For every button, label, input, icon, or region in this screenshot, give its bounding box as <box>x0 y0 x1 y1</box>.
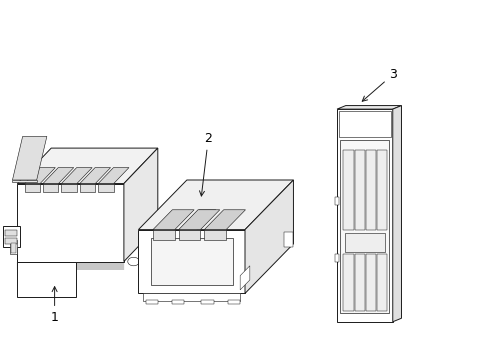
Polygon shape <box>124 148 158 261</box>
Polygon shape <box>24 184 40 192</box>
Polygon shape <box>138 180 294 230</box>
Polygon shape <box>80 184 96 192</box>
Polygon shape <box>179 210 220 230</box>
Polygon shape <box>43 168 74 184</box>
Polygon shape <box>201 300 214 304</box>
Polygon shape <box>377 254 387 311</box>
Polygon shape <box>61 168 92 184</box>
Polygon shape <box>80 168 111 184</box>
Polygon shape <box>228 300 240 304</box>
Polygon shape <box>5 238 17 244</box>
Polygon shape <box>12 136 47 180</box>
Polygon shape <box>5 230 17 236</box>
Polygon shape <box>153 210 194 230</box>
Polygon shape <box>143 293 240 301</box>
Text: 3: 3 <box>362 68 397 101</box>
Polygon shape <box>366 150 376 230</box>
Polygon shape <box>138 230 245 293</box>
Polygon shape <box>354 150 365 230</box>
Polygon shape <box>284 233 294 247</box>
Polygon shape <box>17 184 124 261</box>
Polygon shape <box>180 210 216 230</box>
Polygon shape <box>341 140 390 313</box>
Polygon shape <box>343 254 354 311</box>
Polygon shape <box>245 180 294 293</box>
Text: 1: 1 <box>50 287 58 324</box>
Text: 2: 2 <box>199 131 212 196</box>
Polygon shape <box>150 238 233 284</box>
Polygon shape <box>153 230 175 240</box>
Polygon shape <box>146 300 158 304</box>
Polygon shape <box>204 210 245 230</box>
Polygon shape <box>366 254 376 311</box>
Polygon shape <box>43 184 58 192</box>
Polygon shape <box>61 184 77 192</box>
Polygon shape <box>98 168 129 184</box>
Polygon shape <box>337 105 401 109</box>
Polygon shape <box>343 150 354 230</box>
Polygon shape <box>11 243 16 253</box>
Polygon shape <box>335 197 340 205</box>
Polygon shape <box>3 226 20 247</box>
Polygon shape <box>17 148 158 184</box>
Polygon shape <box>337 109 393 322</box>
Polygon shape <box>12 180 37 182</box>
Polygon shape <box>24 168 55 184</box>
Polygon shape <box>354 254 365 311</box>
Polygon shape <box>98 184 114 192</box>
Polygon shape <box>179 230 200 240</box>
Polygon shape <box>10 240 17 255</box>
Polygon shape <box>240 266 250 290</box>
Polygon shape <box>393 105 401 322</box>
Polygon shape <box>172 300 184 304</box>
Polygon shape <box>335 255 340 262</box>
Polygon shape <box>17 261 76 297</box>
Polygon shape <box>377 150 387 230</box>
Polygon shape <box>204 230 226 240</box>
Polygon shape <box>345 233 385 252</box>
